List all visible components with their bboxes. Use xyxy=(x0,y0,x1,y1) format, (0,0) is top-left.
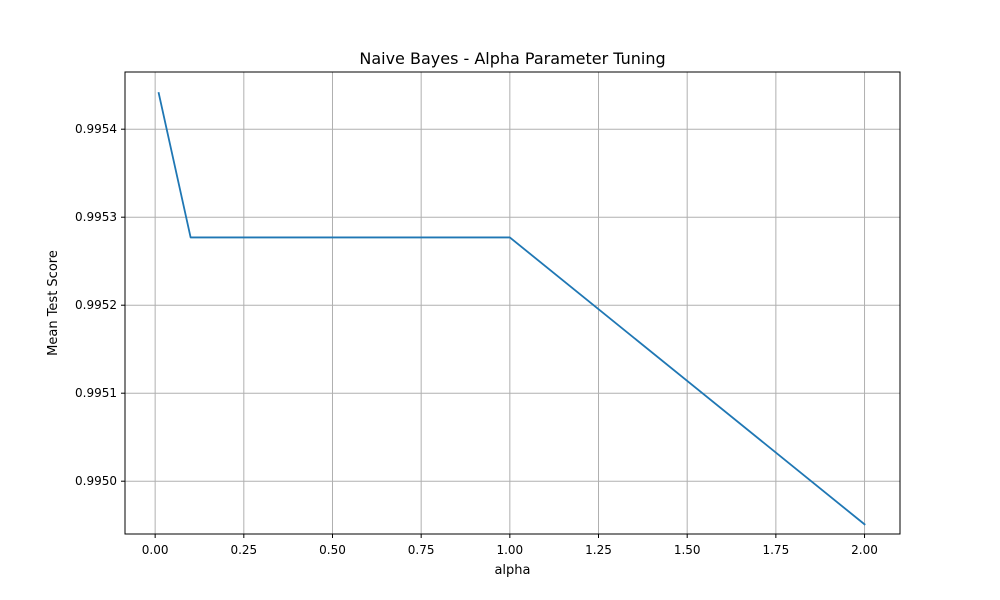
y-axis-ticks: 0.9950 0.9951 0.9952 0.9953 0.9954 xyxy=(75,122,125,488)
y-tick-label: 0.9951 xyxy=(75,386,117,400)
x-axis-title: alpha xyxy=(494,563,530,578)
x-tick-label: 0.25 xyxy=(230,543,257,557)
x-tick-label: 0.75 xyxy=(408,543,435,557)
x-tick-label: 1.00 xyxy=(496,543,523,557)
chart-title: Naive Bayes - Alpha Parameter Tuning xyxy=(359,49,665,68)
y-tick-label: 0.9950 xyxy=(75,474,117,488)
x-tick-label: 1.25 xyxy=(585,543,612,557)
x-tick-label: 1.75 xyxy=(762,543,789,557)
x-tick-label: 2.00 xyxy=(851,543,878,557)
x-tick-label: 0.50 xyxy=(319,543,346,557)
plot-frame xyxy=(124,71,901,535)
y-tick-label: 0.9954 xyxy=(75,122,117,136)
x-gridlines xyxy=(154,72,866,534)
x-tick-label: 0.00 xyxy=(142,543,169,557)
series-layer xyxy=(157,92,866,526)
series-line xyxy=(157,92,866,526)
y-gridlines xyxy=(125,128,900,482)
x-tick-label: 1.50 xyxy=(674,543,701,557)
x-axis-ticks: 0.00 0.25 0.50 0.75 1.00 1.25 1.50 1.75 2.00 xyxy=(142,534,878,557)
y-axis-title: Mean Test Score xyxy=(46,250,61,356)
y-tick-label: 0.9953 xyxy=(75,210,117,224)
y-tick-label: 0.9952 xyxy=(75,298,117,312)
